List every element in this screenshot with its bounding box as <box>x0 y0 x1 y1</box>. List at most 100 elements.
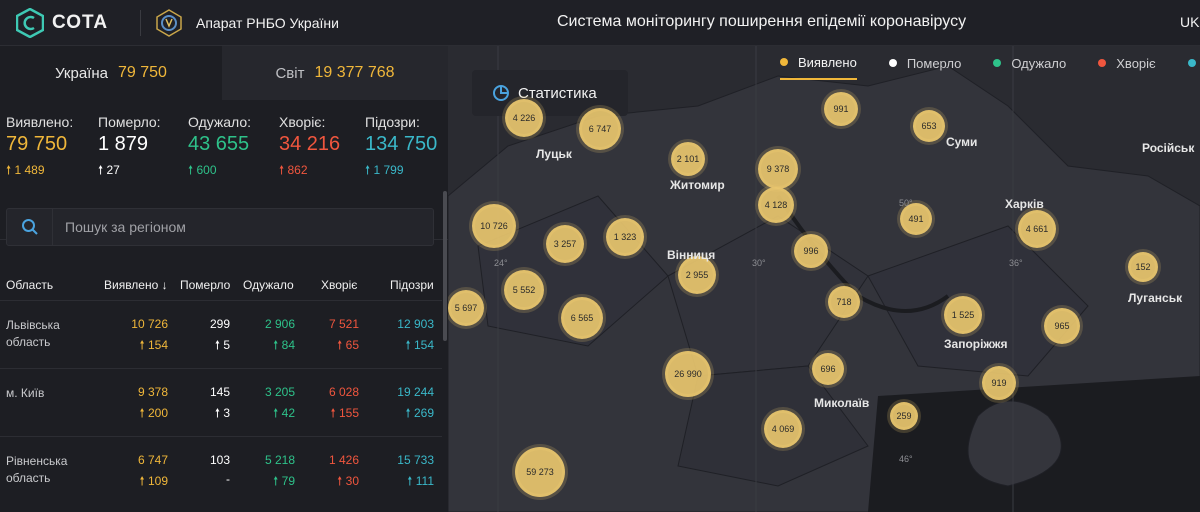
map-area[interactable]: Статистика Виявлено Померло Одужало Хвор… <box>448 46 1200 512</box>
table-cell: 15 733 🠕 111 <box>397 453 434 488</box>
case-bubble[interactable]: 2 101 <box>671 142 705 176</box>
tab-ukraine[interactable]: Україна 79 750 <box>0 46 222 100</box>
city-label: Житомир <box>670 178 725 192</box>
stat-suspected: Підозри: 134 750 🠕 1 799 <box>365 114 437 182</box>
case-bubble[interactable]: 259 <box>890 402 918 430</box>
case-bubble[interactable]: 991 <box>824 92 858 126</box>
case-bubble[interactable]: 26 990 <box>665 351 711 397</box>
case-bubble[interactable]: 718 <box>828 286 860 318</box>
arrow-up-icon: 🠕 <box>214 338 224 352</box>
case-bubble[interactable]: 2 955 <box>678 256 716 294</box>
sidebar-scrollbar[interactable] <box>443 191 447 341</box>
arrow-up-icon: 🠕 <box>279 163 288 177</box>
table-cell: 103- <box>209 453 230 486</box>
search-input[interactable] <box>65 219 425 235</box>
case-bubble[interactable]: 696 <box>812 353 844 385</box>
table-row[interactable]: Львівська область 10 726 🠕 154 299 🠕 5 2 906 🠕… <box>0 300 442 368</box>
city-label: Харків <box>1005 197 1044 211</box>
top-header: СОТА Апарат РНБО України Система монітор… <box>0 0 1200 46</box>
arrow-up-icon: 🠕 <box>214 406 224 420</box>
arrow-up-icon: 🠕 <box>337 338 346 352</box>
legend-suspected[interactable] <box>1187 46 1200 80</box>
arrow-up-icon: 🠕 <box>188 163 197 177</box>
map-legend: Виявлено Померло Одужало Хворіє <box>780 46 1200 80</box>
region-search <box>6 208 434 246</box>
col-sick[interactable]: Хворіє <box>321 278 358 292</box>
col-detected[interactable]: Виявлено ↓ <box>104 278 168 292</box>
legend-detected[interactable]: Виявлено <box>780 46 857 80</box>
stat-value: 134 750 <box>365 133 438 155</box>
arrow-up-icon: 🠕 <box>98 163 107 177</box>
table-cell: 6 028 🠕 155 <box>328 385 359 420</box>
case-bubble[interactable]: 152 <box>1128 252 1158 282</box>
table-row[interactable]: Рівненська область 6 747 🠕 109 103- 5 218 🠕 7… <box>0 436 442 504</box>
stat-delta: 1 489 <box>14 163 45 177</box>
org-name: Апарат РНБО України <box>196 15 339 31</box>
stat-label: Виявлено: <box>6 114 74 130</box>
stat-delta: 862 <box>287 163 308 177</box>
city-label: Миколаїв <box>814 396 870 410</box>
stat-delta: 27 <box>106 163 120 177</box>
stat-detected: Виявлено: 79 750 🠕 1 489 <box>6 114 73 182</box>
coord-label: 36° <box>1009 258 1023 268</box>
logo-text: СОТА <box>52 12 109 33</box>
arrow-up-icon: 🠕 <box>139 474 148 488</box>
case-bubble[interactable]: 919 <box>982 366 1016 400</box>
case-bubble[interactable]: 4 069 <box>764 410 802 448</box>
case-bubble[interactable]: 653 <box>913 110 945 142</box>
stat-label: Одужало: <box>188 114 252 130</box>
legend-recovered[interactable]: Одужало <box>993 46 1066 80</box>
arrow-up-icon: 🠕 <box>139 338 148 352</box>
col-suspected[interactable]: Підозри <box>390 278 434 292</box>
legend-dot <box>1187 59 1196 67</box>
city-label: Суми <box>946 135 978 149</box>
case-bubble[interactable]: 491 <box>900 203 932 235</box>
arrow-up-icon: 🠕 <box>405 406 414 420</box>
case-bubble[interactable]: 5 697 <box>448 290 484 326</box>
arrow-up-icon: 🠕 <box>273 474 282 488</box>
coord-label: 46° <box>899 454 913 464</box>
summary-stats: Виявлено: 79 750 🠕 1 489 Померло: 1 879 … <box>0 100 448 240</box>
case-bubble[interactable]: 5 552 <box>504 270 544 310</box>
legend-deaths[interactable]: Померло <box>888 46 961 80</box>
case-bubble[interactable]: 1 525 <box>944 296 982 334</box>
tab-world[interactable]: Світ 19 377 768 <box>222 46 448 100</box>
stat-label: Підозри: <box>365 114 420 130</box>
case-bubble[interactable]: 10 726 <box>472 204 516 248</box>
arrow-up-icon: 🠕 <box>273 406 282 420</box>
table-row[interactable]: м. Київ 9 378 🠕 200 145 🠕 3 3 205 🠕 42 6 028 🠕 1… <box>0 368 442 436</box>
city-label: Луцьк <box>536 147 572 161</box>
tab-world-label: Світ <box>275 64 305 82</box>
stat-delta: 600 <box>196 163 217 177</box>
case-bubble[interactable]: 1 323 <box>606 218 644 256</box>
col-deaths[interactable]: Померло <box>180 278 231 292</box>
stat-delta: 1 799 <box>373 163 404 177</box>
table-cell: 2 906 🠕 84 <box>264 317 295 352</box>
language-switcher[interactable]: UK <box>1180 14 1200 30</box>
case-bubble[interactable]: 996 <box>794 234 828 268</box>
arrow-up-icon: 🠕 <box>407 474 416 488</box>
legend-dot <box>888 59 897 67</box>
region-name: Львівська область <box>6 318 60 349</box>
case-bubble[interactable]: 9 378 <box>758 149 798 189</box>
legend-sick[interactable]: Хворіє <box>1098 46 1156 80</box>
sort-arrow-icon: ↓ <box>158 278 168 292</box>
statistics-button[interactable]: Статистика <box>472 70 628 116</box>
coord-label: 50° <box>899 198 913 208</box>
case-bubble[interactable]: 4 128 <box>758 187 794 223</box>
case-bubble[interactable]: 4 226 <box>505 99 543 137</box>
col-region[interactable]: Область <box>6 278 54 292</box>
col-recovered[interactable]: Одужало <box>243 278 294 292</box>
case-bubble[interactable]: 6 565 <box>561 297 603 339</box>
rnbo-link[interactable]: Апарат РНБО України <box>154 8 339 38</box>
case-bubble[interactable]: 4 661 <box>1018 210 1056 248</box>
case-bubble[interactable]: 59 273 <box>515 447 565 497</box>
arrow-up-icon: 🠕 <box>6 163 15 177</box>
case-bubble[interactable]: 965 <box>1044 308 1080 344</box>
case-bubble[interactable]: 3 257 <box>546 225 584 263</box>
stat-deaths: Померло: 1 879 🠕 27 <box>98 114 161 182</box>
pie-chart-icon <box>493 85 509 101</box>
sota-logo[interactable]: СОТА <box>16 8 108 38</box>
search-icon[interactable] <box>7 209 53 245</box>
case-bubble[interactable]: 6 747 <box>579 108 621 150</box>
